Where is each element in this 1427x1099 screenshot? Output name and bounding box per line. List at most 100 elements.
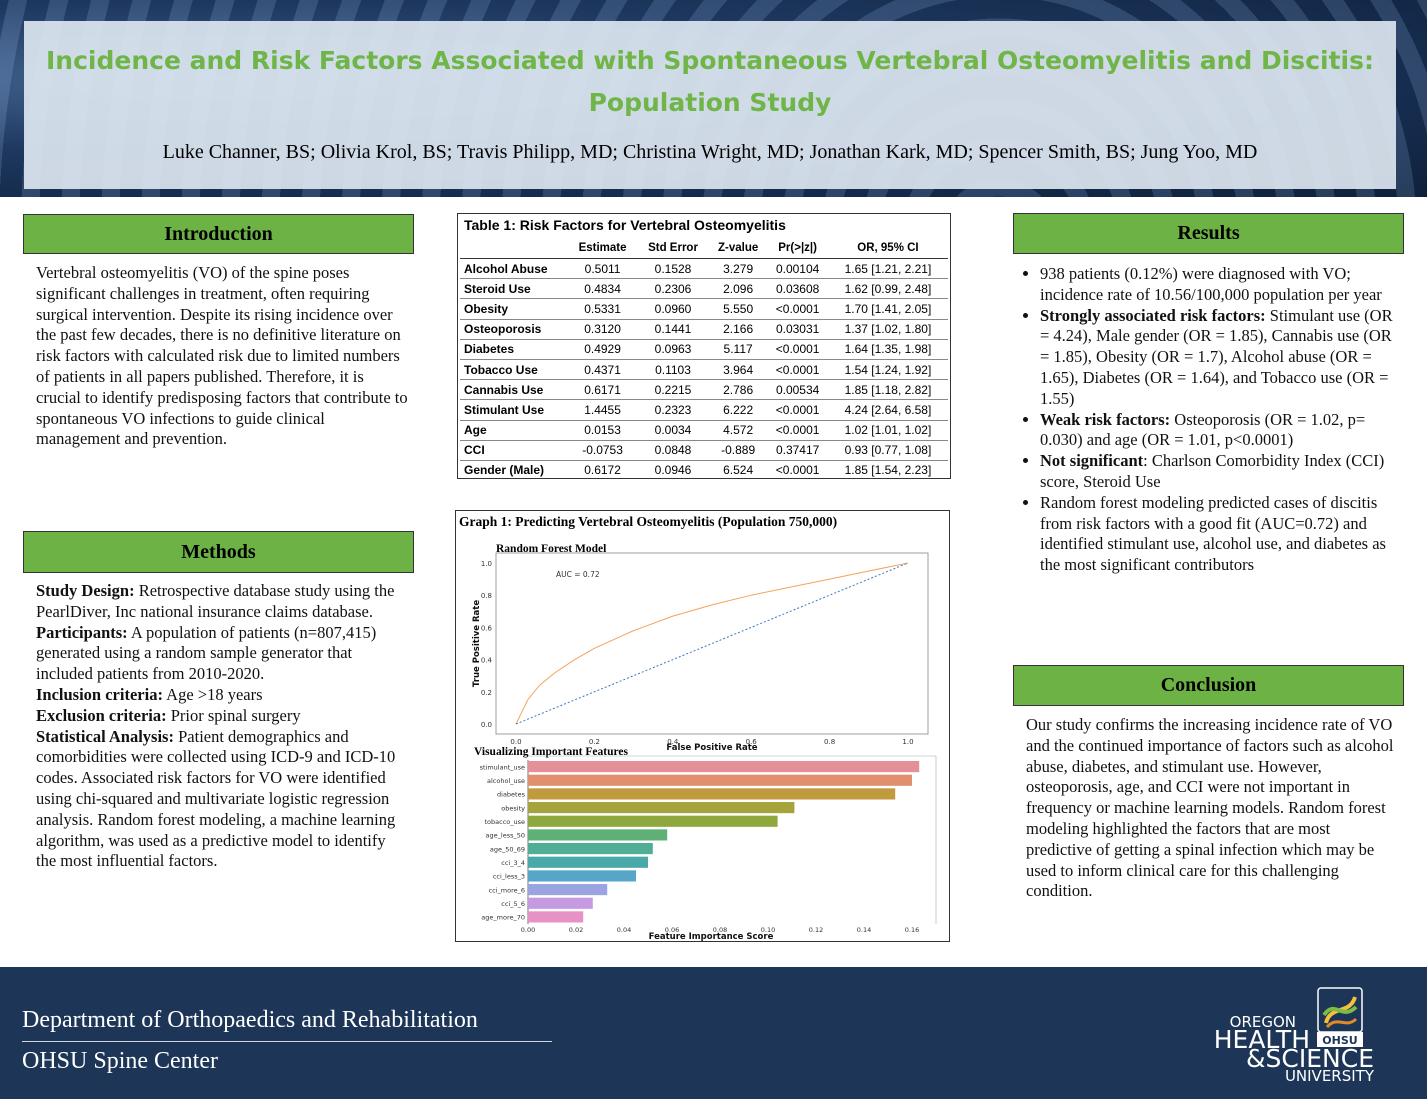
methods-statistics-label: Statistical Analysis: [36, 726, 174, 746]
results-list: 938 patients (0.12%) were diagnosed with… [1026, 264, 1398, 576]
roc-curve [515, 562, 909, 725]
feature-bar-label: age_more_70 [481, 914, 525, 922]
table-cell: 2.166 [708, 319, 768, 340]
logo-badge-text: OHSU [1322, 1034, 1357, 1047]
logo-line-health: HEALTH [1214, 1025, 1310, 1054]
roc-y-tick-label: 1.0 [481, 560, 492, 568]
graph-svg: 0.0 0.2 0.4 0.6 0.8 1.0 0.0 0.2 0.4 0.6 0.8 1.0 Fals… [472, 552, 937, 941]
graph-title: Graph 1: Predicting Vertebral Osteomyeli… [459, 514, 838, 529]
table-row-label: Gender (Male) [464, 463, 545, 478]
roc-baseline-diagonal [515, 562, 909, 725]
risk-factor-table-panel: Table 1: Risk Factors for Vertebral Oste… [457, 213, 951, 479]
features-x-tick-label: 0.08 [713, 926, 727, 934]
features-x-tick-label: 0.10 [761, 926, 775, 934]
table-cell: 0.93 [0.77, 1.08] [827, 440, 948, 461]
table-row: Steroid Use 0.4834 0.2306 2.096 0.03608 1.62 … [460, 278, 948, 300]
roc-x-tick-label: 0.2 [589, 738, 600, 746]
roc-x-axis-label: False Positive Rate [666, 743, 757, 753]
poster-title: Incidence and Risk Factors Associated wi… [46, 46, 1374, 117]
roc-x-tick-label: 0.4 [667, 738, 679, 746]
feature-bar-label: tobacco_use [484, 818, 525, 826]
feature-bar [528, 829, 668, 841]
methods-heading: Methods [23, 531, 414, 573]
table-cell: 0.0960 [637, 298, 709, 320]
table-cell: 2.096 [708, 278, 768, 300]
feature-bar-label: cci_more_6 [489, 886, 525, 894]
center-name: OHSU Spine Center [22, 1048, 218, 1074]
table-header-cell: OR, 95% CI [827, 237, 948, 259]
roc-x-tick-label: 0.6 [746, 738, 758, 746]
table-cell: 0.0034 [637, 420, 709, 441]
table-cell: 0.0153 [568, 420, 638, 441]
feature-bar [528, 774, 912, 786]
table-cell: 5.550 [708, 298, 768, 320]
features-chart-title: Visualizing Important Features [474, 746, 628, 758]
methods-study-design: Study Design: Retrospective database stu… [36, 581, 408, 623]
methods-study-design-text: Retrospective database study using the P… [36, 581, 395, 621]
table-row: Age 0.0153 0.0034 4.572 <0.0001 1.02 [1.01, 1… [460, 420, 948, 441]
methods-inclusion-text: Age >18 years [162, 684, 263, 704]
feature-bar [528, 884, 608, 896]
table-row-label: Diabetes [460, 339, 568, 360]
feature-bar [528, 788, 896, 800]
table-cell: 0.0848 [637, 440, 709, 461]
table-cell: 2.786 [708, 379, 768, 401]
results-item: Weak risk factors: Osteoporosis (OR = 1.… [1040, 410, 1398, 452]
table-header-cell: Pr(>|z|) [767, 237, 828, 259]
feature-bar-label: obesity [501, 804, 525, 812]
table-cell: 0.00104 [767, 258, 828, 280]
introduction-text: Vertebral osteomyelitis (VO) of the spin… [36, 263, 408, 450]
feature-bar-label: alcohol_use [487, 777, 525, 785]
results-item-text: Stimulant use (OR = 4.24), Male gender (… [1040, 305, 1393, 408]
conclusion-heading: Conclusion [1013, 665, 1404, 706]
feature-bar-label: cci_3_4 [501, 859, 525, 867]
table-cell: <0.0001 [767, 339, 828, 360]
results-item-text: 938 patients (0.12%) were diagnosed with… [1040, 264, 1382, 304]
roc-y-tick-label: 0.8 [481, 592, 492, 600]
methods-participants-label: Participants: [36, 622, 128, 642]
table-cell: 1.4455 [568, 399, 638, 421]
methods-exclusion-text: Prior spinal surgery [166, 705, 301, 725]
results-item-label: Weak risk factors: [1040, 409, 1171, 429]
methods-participants: Participants: A population of patients (… [36, 623, 408, 685]
graph-panel: Graph 1: Predicting Vertebral Osteomyeli… [455, 510, 950, 942]
footer-bar [0, 967, 1427, 1099]
feature-bar [528, 856, 648, 868]
roc-chart-title: Random Forest Model [496, 543, 607, 555]
table-row-label: Obesity [460, 298, 568, 320]
table-cell: <0.0001 [767, 420, 828, 441]
table-cell: 0.4929 [568, 339, 638, 360]
features-x-tick-label: 0.02 [569, 926, 583, 934]
logo-line-university: UNIVERSITY [1285, 1067, 1375, 1085]
table-cell: 0.00534 [767, 379, 828, 401]
table-cell: 1.85 [1.54, 2.23] [844, 463, 932, 478]
table-cell: 0.4834 [568, 278, 638, 300]
table-cell: <0.0001 [775, 463, 820, 478]
feature-bar-label: cci_less_3 [493, 873, 525, 881]
table-cell: 1.65 [1.21, 2.21] [827, 258, 948, 280]
feature-bar [528, 761, 920, 773]
results-item: Strongly associated risk factors: Stimul… [1040, 306, 1398, 410]
results-item-text: : Charlson Comorbidity Index (CCI) score… [1040, 451, 1385, 491]
table-row: Diabetes 0.4929 0.0963 5.117 <0.0001 1.64 [1.… [460, 339, 948, 360]
table-body: Alcohol Abuse 0.5011 0.1528 3.279 0.00104 1.6… [460, 258, 948, 481]
roc-y-tick-label: 0.6 [481, 624, 493, 632]
table-cell: 1.70 [1.41, 2.05] [827, 298, 948, 320]
features-x-tick-label: 0.12 [809, 926, 823, 934]
methods-inclusion-label: Inclusion criteria: [36, 684, 163, 704]
features-x-tick-label: 0.16 [905, 926, 919, 934]
feature-bar [528, 815, 778, 827]
table-cell: 0.4371 [568, 359, 638, 381]
roc-y-axis-label: True Positive Rate [472, 600, 482, 687]
conclusion-text: Our study confirms the increasing incide… [1026, 715, 1398, 902]
results-item: 938 patients (0.12%) were diagnosed with… [1040, 264, 1398, 306]
logo-line-oregon: OREGON [1230, 1013, 1296, 1031]
table-cell: 0.6171 [568, 379, 638, 401]
risk-factor-table: Estimate Std Error Z-value Pr(>|z|) OR, … [460, 237, 948, 480]
methods-exclusion-label: Exclusion criteria: [36, 705, 167, 725]
methods-statistics-text: Patient demographics and comorbidities w… [36, 726, 396, 871]
roc-auc-annotation: AUC = 0.72 [556, 570, 600, 579]
table-cell: 0.0963 [637, 339, 709, 360]
table-cell: -0.889 [708, 440, 768, 461]
table-cell: <0.0001 [767, 298, 828, 320]
